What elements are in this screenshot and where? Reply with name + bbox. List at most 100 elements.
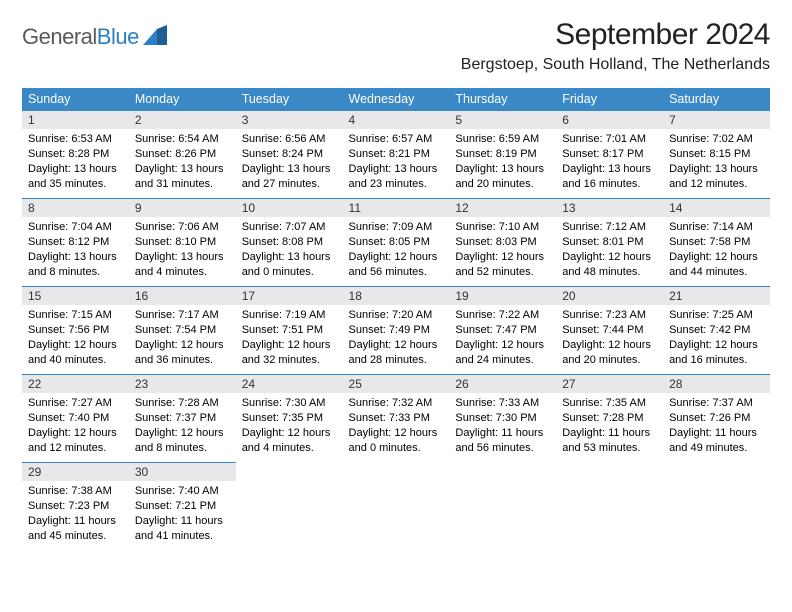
day-cell: 13Sunrise: 7:12 AMSunset: 8:01 PMDayligh… bbox=[556, 199, 663, 287]
day-cell: 27Sunrise: 7:35 AMSunset: 7:28 PMDayligh… bbox=[556, 375, 663, 463]
day-cell: 7Sunrise: 7:02 AMSunset: 8:15 PMDaylight… bbox=[663, 111, 770, 199]
day-cell: 8Sunrise: 7:04 AMSunset: 8:12 PMDaylight… bbox=[22, 199, 129, 287]
day-number: 24 bbox=[236, 375, 343, 393]
day-body: Sunrise: 7:32 AMSunset: 7:33 PMDaylight:… bbox=[343, 393, 450, 461]
day-cell bbox=[556, 463, 663, 551]
day-body: Sunrise: 7:37 AMSunset: 7:26 PMDaylight:… bbox=[663, 393, 770, 461]
day-number: 25 bbox=[343, 375, 450, 393]
logo: GeneralBlue bbox=[22, 24, 171, 50]
logo-word2: Blue bbox=[97, 24, 139, 49]
day-number: 13 bbox=[556, 199, 663, 217]
day-cell: 24Sunrise: 7:30 AMSunset: 7:35 PMDayligh… bbox=[236, 375, 343, 463]
day-cell: 22Sunrise: 7:27 AMSunset: 7:40 PMDayligh… bbox=[22, 375, 129, 463]
day-number: 22 bbox=[22, 375, 129, 393]
day-cell: 29Sunrise: 7:38 AMSunset: 7:23 PMDayligh… bbox=[22, 463, 129, 551]
col-header: Thursday bbox=[449, 88, 556, 111]
day-number: 28 bbox=[663, 375, 770, 393]
day-body: Sunrise: 7:15 AMSunset: 7:56 PMDaylight:… bbox=[22, 305, 129, 373]
day-body: Sunrise: 6:59 AMSunset: 8:19 PMDaylight:… bbox=[449, 129, 556, 197]
day-number: 8 bbox=[22, 199, 129, 217]
day-cell: 12Sunrise: 7:10 AMSunset: 8:03 PMDayligh… bbox=[449, 199, 556, 287]
day-cell: 6Sunrise: 7:01 AMSunset: 8:17 PMDaylight… bbox=[556, 111, 663, 199]
title-block: September 2024 Bergstoep, South Holland,… bbox=[461, 18, 770, 74]
day-body: Sunrise: 7:06 AMSunset: 8:10 PMDaylight:… bbox=[129, 217, 236, 285]
day-number: 4 bbox=[343, 111, 450, 129]
day-cell: 23Sunrise: 7:28 AMSunset: 7:37 PMDayligh… bbox=[129, 375, 236, 463]
day-cell: 1Sunrise: 6:53 AMSunset: 8:28 PMDaylight… bbox=[22, 111, 129, 199]
day-body: Sunrise: 7:28 AMSunset: 7:37 PMDaylight:… bbox=[129, 393, 236, 461]
day-cell: 11Sunrise: 7:09 AMSunset: 8:05 PMDayligh… bbox=[343, 199, 450, 287]
day-number: 5 bbox=[449, 111, 556, 129]
day-number: 20 bbox=[556, 287, 663, 305]
day-number: 21 bbox=[663, 287, 770, 305]
day-body: Sunrise: 7:27 AMSunset: 7:40 PMDaylight:… bbox=[22, 393, 129, 461]
day-body: Sunrise: 7:17 AMSunset: 7:54 PMDaylight:… bbox=[129, 305, 236, 373]
day-number: 6 bbox=[556, 111, 663, 129]
day-cell: 9Sunrise: 7:06 AMSunset: 8:10 PMDaylight… bbox=[129, 199, 236, 287]
day-cell: 25Sunrise: 7:32 AMSunset: 7:33 PMDayligh… bbox=[343, 375, 450, 463]
day-number: 29 bbox=[22, 463, 129, 481]
day-number: 27 bbox=[556, 375, 663, 393]
col-header: Monday bbox=[129, 88, 236, 111]
day-body: Sunrise: 7:19 AMSunset: 7:51 PMDaylight:… bbox=[236, 305, 343, 373]
day-cell: 17Sunrise: 7:19 AMSunset: 7:51 PMDayligh… bbox=[236, 287, 343, 375]
day-cell: 30Sunrise: 7:40 AMSunset: 7:21 PMDayligh… bbox=[129, 463, 236, 551]
day-cell: 15Sunrise: 7:15 AMSunset: 7:56 PMDayligh… bbox=[22, 287, 129, 375]
day-body: Sunrise: 7:02 AMSunset: 8:15 PMDaylight:… bbox=[663, 129, 770, 197]
day-cell: 5Sunrise: 6:59 AMSunset: 8:19 PMDaylight… bbox=[449, 111, 556, 199]
logo-mark-icon bbox=[143, 25, 171, 50]
day-cell: 20Sunrise: 7:23 AMSunset: 7:44 PMDayligh… bbox=[556, 287, 663, 375]
table-row: 8Sunrise: 7:04 AMSunset: 8:12 PMDaylight… bbox=[22, 199, 770, 287]
col-header: Wednesday bbox=[343, 88, 450, 111]
day-cell bbox=[663, 463, 770, 551]
day-cell: 4Sunrise: 6:57 AMSunset: 8:21 PMDaylight… bbox=[343, 111, 450, 199]
day-cell bbox=[343, 463, 450, 551]
col-header: Friday bbox=[556, 88, 663, 111]
day-number: 19 bbox=[449, 287, 556, 305]
calendar-table: SundayMondayTuesdayWednesdayThursdayFrid… bbox=[22, 88, 770, 551]
day-body: Sunrise: 7:35 AMSunset: 7:28 PMDaylight:… bbox=[556, 393, 663, 461]
day-cell bbox=[449, 463, 556, 551]
day-body: Sunrise: 7:40 AMSunset: 7:21 PMDaylight:… bbox=[129, 481, 236, 549]
day-body: Sunrise: 7:23 AMSunset: 7:44 PMDaylight:… bbox=[556, 305, 663, 373]
col-header: Saturday bbox=[663, 88, 770, 111]
day-number: 9 bbox=[129, 199, 236, 217]
day-cell: 14Sunrise: 7:14 AMSunset: 7:58 PMDayligh… bbox=[663, 199, 770, 287]
day-body: Sunrise: 7:38 AMSunset: 7:23 PMDaylight:… bbox=[22, 481, 129, 549]
day-body: Sunrise: 7:30 AMSunset: 7:35 PMDaylight:… bbox=[236, 393, 343, 461]
day-body: Sunrise: 6:53 AMSunset: 8:28 PMDaylight:… bbox=[22, 129, 129, 197]
col-header: Sunday bbox=[22, 88, 129, 111]
day-body: Sunrise: 6:57 AMSunset: 8:21 PMDaylight:… bbox=[343, 129, 450, 197]
day-cell: 10Sunrise: 7:07 AMSunset: 8:08 PMDayligh… bbox=[236, 199, 343, 287]
day-number: 17 bbox=[236, 287, 343, 305]
day-body: Sunrise: 7:09 AMSunset: 8:05 PMDaylight:… bbox=[343, 217, 450, 285]
calendar-head: SundayMondayTuesdayWednesdayThursdayFrid… bbox=[22, 88, 770, 111]
day-body: Sunrise: 7:01 AMSunset: 8:17 PMDaylight:… bbox=[556, 129, 663, 197]
day-body: Sunrise: 7:12 AMSunset: 8:01 PMDaylight:… bbox=[556, 217, 663, 285]
calendar-body: 1Sunrise: 6:53 AMSunset: 8:28 PMDaylight… bbox=[22, 111, 770, 551]
table-row: 22Sunrise: 7:27 AMSunset: 7:40 PMDayligh… bbox=[22, 375, 770, 463]
day-number: 1 bbox=[22, 111, 129, 129]
day-number: 2 bbox=[129, 111, 236, 129]
day-body: Sunrise: 6:54 AMSunset: 8:26 PMDaylight:… bbox=[129, 129, 236, 197]
day-cell: 18Sunrise: 7:20 AMSunset: 7:49 PMDayligh… bbox=[343, 287, 450, 375]
day-cell bbox=[236, 463, 343, 551]
day-body: Sunrise: 7:10 AMSunset: 8:03 PMDaylight:… bbox=[449, 217, 556, 285]
day-cell: 26Sunrise: 7:33 AMSunset: 7:30 PMDayligh… bbox=[449, 375, 556, 463]
day-number: 10 bbox=[236, 199, 343, 217]
page-title: September 2024 bbox=[461, 18, 770, 52]
day-body: Sunrise: 7:33 AMSunset: 7:30 PMDaylight:… bbox=[449, 393, 556, 461]
day-number: 15 bbox=[22, 287, 129, 305]
day-body: Sunrise: 7:20 AMSunset: 7:49 PMDaylight:… bbox=[343, 305, 450, 373]
day-number: 26 bbox=[449, 375, 556, 393]
day-number: 30 bbox=[129, 463, 236, 481]
day-number: 18 bbox=[343, 287, 450, 305]
day-number: 12 bbox=[449, 199, 556, 217]
day-number: 16 bbox=[129, 287, 236, 305]
day-body: Sunrise: 7:04 AMSunset: 8:12 PMDaylight:… bbox=[22, 217, 129, 285]
table-row: 1Sunrise: 6:53 AMSunset: 8:28 PMDaylight… bbox=[22, 111, 770, 199]
logo-text: GeneralBlue bbox=[22, 24, 139, 50]
day-cell: 3Sunrise: 6:56 AMSunset: 8:24 PMDaylight… bbox=[236, 111, 343, 199]
logo-word1: General bbox=[22, 24, 97, 49]
table-row: 29Sunrise: 7:38 AMSunset: 7:23 PMDayligh… bbox=[22, 463, 770, 551]
